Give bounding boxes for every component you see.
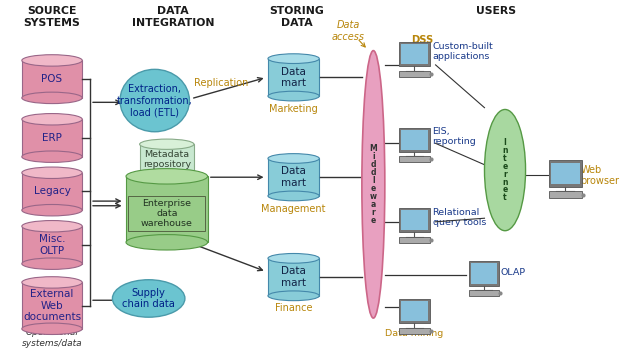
Text: OLAP: OLAP	[501, 268, 526, 277]
Ellipse shape	[268, 191, 319, 201]
FancyBboxPatch shape	[268, 258, 319, 296]
FancyBboxPatch shape	[551, 163, 579, 184]
Text: Marketing: Marketing	[269, 104, 318, 114]
Text: External
Web
documents: External Web documents	[23, 289, 81, 322]
Text: Management: Management	[261, 204, 326, 214]
FancyBboxPatch shape	[469, 290, 499, 296]
Ellipse shape	[22, 204, 82, 216]
FancyBboxPatch shape	[139, 144, 194, 175]
Text: Enterprise
data
warehouse: Enterprise data warehouse	[141, 199, 192, 228]
Ellipse shape	[139, 169, 194, 180]
Ellipse shape	[22, 167, 82, 179]
Text: Custom-built
applications: Custom-built applications	[432, 42, 493, 61]
Text: Replication: Replication	[194, 78, 248, 88]
FancyBboxPatch shape	[268, 59, 319, 96]
Text: Operational
systems/data: Operational systems/data	[22, 328, 82, 348]
Text: Misc.
OLTP: Misc. OLTP	[39, 234, 65, 256]
FancyBboxPatch shape	[399, 237, 429, 243]
Ellipse shape	[22, 113, 82, 125]
FancyBboxPatch shape	[126, 176, 208, 242]
FancyBboxPatch shape	[22, 119, 82, 157]
FancyBboxPatch shape	[401, 301, 428, 321]
Ellipse shape	[22, 151, 82, 163]
Text: DSS: DSS	[411, 35, 434, 45]
FancyBboxPatch shape	[471, 263, 497, 284]
FancyBboxPatch shape	[401, 44, 428, 64]
FancyBboxPatch shape	[399, 156, 429, 163]
Text: Metadata
repository: Metadata repository	[142, 150, 191, 169]
Text: Data mining: Data mining	[385, 329, 444, 338]
Text: Supply
chain data: Supply chain data	[122, 288, 175, 309]
FancyBboxPatch shape	[401, 210, 428, 230]
Text: DATA
INTEGRATION: DATA INTEGRATION	[132, 6, 214, 28]
Text: Data
mart: Data mart	[281, 166, 306, 188]
Ellipse shape	[22, 323, 82, 334]
Ellipse shape	[484, 110, 526, 231]
Ellipse shape	[112, 280, 185, 317]
Text: Finance: Finance	[275, 304, 312, 314]
Ellipse shape	[362, 50, 385, 318]
Text: USERS: USERS	[476, 6, 516, 16]
Ellipse shape	[268, 54, 319, 63]
Ellipse shape	[22, 277, 82, 288]
FancyBboxPatch shape	[401, 130, 428, 150]
Ellipse shape	[22, 258, 82, 270]
Ellipse shape	[268, 154, 319, 163]
Ellipse shape	[126, 169, 208, 184]
FancyBboxPatch shape	[268, 159, 319, 196]
FancyBboxPatch shape	[399, 208, 429, 232]
Text: STORING
DATA: STORING DATA	[269, 6, 324, 28]
FancyBboxPatch shape	[22, 282, 82, 329]
Ellipse shape	[22, 55, 82, 66]
FancyBboxPatch shape	[549, 191, 582, 198]
Text: Data
mart: Data mart	[281, 67, 306, 88]
FancyBboxPatch shape	[22, 226, 82, 264]
Text: I
n
t
e
r
n
e
t: I n t e r n e t	[503, 138, 508, 202]
Ellipse shape	[268, 91, 319, 101]
Ellipse shape	[22, 92, 82, 103]
Text: Web
browser: Web browser	[581, 165, 619, 186]
Ellipse shape	[126, 234, 208, 250]
FancyBboxPatch shape	[399, 328, 429, 334]
Ellipse shape	[139, 139, 194, 149]
Text: M
i
d
d
l
e
w
a
r
e: M i d d l e w a r e	[369, 144, 378, 224]
FancyBboxPatch shape	[399, 127, 429, 152]
Text: ERP: ERP	[42, 133, 62, 143]
FancyBboxPatch shape	[399, 299, 429, 323]
FancyBboxPatch shape	[22, 61, 82, 98]
Text: Extraction,
transformation,
load (ETL): Extraction, transformation, load (ETL)	[117, 84, 192, 117]
Text: Relational
query tools: Relational query tools	[432, 208, 486, 227]
Ellipse shape	[268, 253, 319, 263]
Text: Data
mart: Data mart	[281, 266, 306, 288]
FancyBboxPatch shape	[22, 173, 82, 210]
Text: SOURCE
SYSTEMS: SOURCE SYSTEMS	[24, 6, 81, 28]
FancyBboxPatch shape	[399, 71, 429, 77]
FancyBboxPatch shape	[469, 261, 499, 286]
Text: POS: POS	[41, 74, 62, 84]
FancyBboxPatch shape	[549, 160, 582, 187]
FancyBboxPatch shape	[399, 42, 429, 67]
Ellipse shape	[22, 221, 82, 232]
Text: Legacy: Legacy	[34, 187, 71, 197]
Text: Data
access: Data access	[332, 20, 365, 42]
Ellipse shape	[120, 69, 189, 132]
Text: EIS,
reporting: EIS, reporting	[432, 126, 476, 146]
Ellipse shape	[268, 291, 319, 301]
